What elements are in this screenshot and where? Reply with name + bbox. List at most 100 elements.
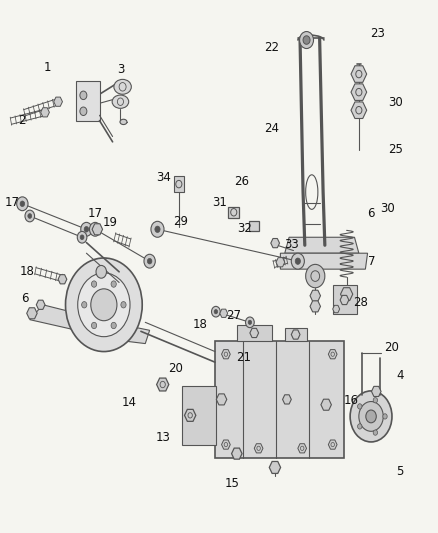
Polygon shape — [333, 305, 340, 313]
Polygon shape — [276, 257, 285, 267]
Text: 5: 5 — [396, 465, 403, 478]
Text: 19: 19 — [103, 216, 118, 229]
Text: 16: 16 — [343, 394, 359, 407]
Polygon shape — [269, 462, 281, 473]
Circle shape — [96, 265, 106, 278]
Bar — [174, 176, 184, 192]
Text: 3: 3 — [117, 63, 124, 76]
Circle shape — [91, 289, 117, 321]
Text: 4: 4 — [396, 369, 403, 382]
Polygon shape — [54, 97, 63, 106]
Polygon shape — [291, 330, 300, 339]
Circle shape — [357, 404, 362, 409]
Circle shape — [295, 258, 300, 264]
Text: 28: 28 — [353, 296, 368, 309]
Ellipse shape — [112, 95, 129, 108]
Polygon shape — [328, 440, 337, 449]
Circle shape — [373, 430, 378, 435]
Text: 18: 18 — [192, 319, 207, 332]
Text: 20: 20 — [168, 362, 183, 375]
Bar — [228, 207, 240, 217]
Circle shape — [212, 306, 220, 317]
Circle shape — [28, 214, 32, 219]
Circle shape — [383, 414, 387, 419]
Polygon shape — [157, 378, 169, 391]
Circle shape — [121, 302, 126, 308]
Circle shape — [214, 310, 218, 314]
Polygon shape — [351, 102, 367, 118]
Polygon shape — [184, 409, 196, 421]
Text: 31: 31 — [212, 196, 227, 209]
Text: 2: 2 — [18, 114, 25, 127]
Circle shape — [80, 107, 87, 116]
Text: 23: 23 — [370, 27, 385, 40]
Text: 15: 15 — [225, 477, 240, 490]
Polygon shape — [216, 394, 227, 405]
Polygon shape — [280, 253, 367, 269]
Text: 30: 30 — [380, 201, 395, 214]
Text: 7: 7 — [367, 255, 375, 268]
Polygon shape — [310, 301, 321, 312]
Bar — [75, 80, 99, 120]
Circle shape — [300, 31, 314, 49]
Polygon shape — [351, 84, 367, 100]
Polygon shape — [41, 108, 49, 117]
Circle shape — [155, 226, 160, 232]
Circle shape — [366, 410, 376, 423]
Circle shape — [80, 91, 87, 100]
Polygon shape — [328, 350, 337, 359]
Circle shape — [89, 222, 101, 236]
Polygon shape — [371, 386, 381, 397]
Circle shape — [77, 231, 87, 243]
Text: 26: 26 — [234, 175, 249, 188]
Text: 34: 34 — [155, 171, 170, 184]
Circle shape — [246, 317, 254, 328]
Circle shape — [147, 259, 152, 264]
Polygon shape — [36, 300, 45, 309]
Circle shape — [373, 398, 378, 403]
Polygon shape — [340, 295, 349, 304]
Circle shape — [92, 322, 97, 329]
Text: 27: 27 — [226, 309, 241, 322]
Polygon shape — [298, 443, 307, 453]
Polygon shape — [310, 290, 321, 301]
Text: 6: 6 — [21, 292, 28, 305]
Text: 33: 33 — [284, 238, 299, 251]
Text: 22: 22 — [265, 41, 279, 54]
Polygon shape — [321, 399, 332, 410]
Circle shape — [81, 302, 87, 308]
Circle shape — [93, 227, 97, 232]
Ellipse shape — [120, 119, 127, 125]
Circle shape — [151, 221, 164, 237]
Text: 14: 14 — [122, 395, 137, 409]
Text: 20: 20 — [384, 341, 399, 354]
Polygon shape — [285, 237, 359, 253]
Polygon shape — [351, 66, 367, 82]
Circle shape — [306, 264, 325, 288]
Circle shape — [81, 222, 92, 236]
Polygon shape — [220, 309, 228, 318]
Text: 1: 1 — [44, 61, 52, 74]
Text: 21: 21 — [236, 351, 251, 365]
Bar — [285, 328, 307, 341]
Circle shape — [359, 401, 383, 431]
Text: 32: 32 — [237, 222, 252, 235]
Text: 25: 25 — [389, 143, 403, 156]
Bar — [182, 386, 216, 445]
Polygon shape — [30, 305, 150, 344]
Circle shape — [350, 391, 392, 442]
Circle shape — [291, 253, 304, 269]
Circle shape — [78, 273, 130, 337]
Circle shape — [80, 235, 84, 240]
Circle shape — [357, 424, 362, 429]
Text: 6: 6 — [367, 207, 375, 220]
Polygon shape — [340, 288, 353, 301]
Text: 13: 13 — [155, 431, 170, 444]
Polygon shape — [27, 308, 37, 319]
Text: 24: 24 — [265, 122, 279, 135]
Circle shape — [111, 281, 116, 287]
Bar — [237, 325, 272, 341]
Circle shape — [66, 258, 142, 352]
Text: 18: 18 — [19, 265, 34, 278]
Circle shape — [25, 210, 35, 222]
